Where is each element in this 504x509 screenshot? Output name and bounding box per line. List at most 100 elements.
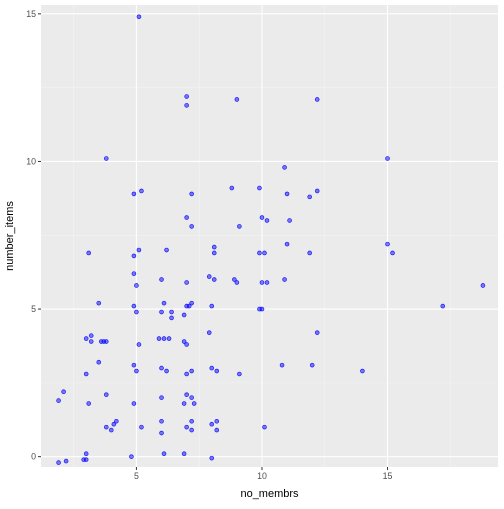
data-point	[159, 395, 164, 400]
data-point	[184, 392, 189, 397]
data-point	[284, 191, 290, 197]
data-point	[279, 362, 285, 368]
data-point	[111, 421, 117, 427]
data-point	[234, 97, 240, 102]
data-point	[264, 218, 270, 223]
data-point	[229, 185, 235, 191]
data-point	[159, 309, 164, 315]
data-point	[259, 280, 265, 285]
data-point	[86, 401, 92, 406]
data-point	[287, 218, 292, 223]
data-point	[83, 371, 89, 377]
data-point	[189, 395, 194, 400]
data-point	[61, 389, 66, 395]
data-point	[307, 250, 312, 256]
data-point	[164, 368, 169, 374]
data-point	[390, 250, 395, 256]
data-point	[159, 365, 164, 371]
data-point	[189, 427, 194, 433]
data-point	[206, 330, 212, 335]
data-point	[161, 336, 167, 341]
data-point	[184, 94, 189, 99]
x-axis-ticks: 5 10 15	[134, 467, 393, 481]
data-point	[209, 365, 215, 371]
data-point	[191, 401, 197, 406]
data-point	[282, 165, 287, 170]
data-point	[234, 280, 240, 285]
data-point	[131, 271, 137, 276]
data-point	[103, 156, 109, 161]
data-point	[169, 315, 174, 321]
data-point	[184, 424, 189, 430]
data-point	[189, 418, 194, 424]
data-point	[83, 451, 89, 457]
data-point	[214, 418, 220, 424]
data-point	[214, 427, 220, 433]
data-point	[56, 398, 61, 403]
data-point	[385, 156, 390, 161]
data-point	[139, 424, 144, 430]
data-point	[103, 424, 109, 430]
data-point	[209, 421, 215, 427]
data-point	[139, 188, 144, 194]
data-point	[56, 460, 61, 465]
data-point	[184, 103, 189, 108]
data-point	[134, 309, 139, 315]
plot-panel	[41, 5, 498, 467]
y-tick-label: 0	[31, 452, 36, 462]
data-point	[166, 336, 172, 341]
data-point	[63, 458, 69, 464]
y-tick-label: 5	[31, 304, 36, 314]
data-point	[440, 303, 446, 309]
data-point	[159, 430, 164, 436]
data-point	[262, 424, 267, 430]
data-point	[131, 401, 137, 406]
data-point	[211, 244, 217, 250]
y-axis-title: number_items	[4, 201, 16, 271]
data-point	[159, 418, 164, 424]
data-point	[161, 451, 167, 457]
data-point	[184, 280, 189, 285]
data-point	[103, 339, 109, 344]
data-point	[103, 392, 109, 397]
data-point	[262, 250, 267, 256]
data-point	[114, 418, 119, 424]
data-point	[131, 303, 137, 309]
data-point	[86, 250, 92, 256]
y-axis-ticks: 0 5 10 15	[26, 9, 41, 462]
data-point	[211, 277, 217, 282]
data-point	[257, 185, 262, 191]
data-point	[136, 247, 142, 253]
data-point	[209, 455, 215, 461]
data-point	[159, 277, 164, 282]
data-point	[309, 362, 315, 368]
data-point	[307, 194, 312, 200]
data-point	[282, 277, 287, 282]
data-points	[56, 14, 486, 465]
data-point	[184, 342, 189, 347]
data-point	[284, 241, 290, 247]
data-point	[189, 300, 194, 306]
data-point	[88, 333, 94, 338]
y-tick-label: 15	[26, 9, 36, 19]
y-tick-label: 10	[26, 156, 36, 166]
data-point	[314, 330, 320, 335]
data-point	[181, 401, 187, 406]
data-point	[169, 309, 174, 315]
data-point	[161, 300, 167, 306]
x-tick-label: 5	[134, 471, 139, 481]
data-point	[81, 457, 86, 462]
data-point	[136, 342, 142, 347]
data-point	[96, 359, 102, 365]
data-point	[209, 303, 215, 309]
data-point	[360, 368, 365, 374]
data-point	[232, 277, 237, 282]
data-point	[189, 368, 194, 374]
data-point	[314, 97, 320, 102]
data-point	[206, 274, 212, 279]
data-point	[88, 339, 94, 344]
data-point	[129, 454, 134, 459]
data-point	[237, 224, 242, 229]
data-point	[96, 300, 102, 306]
